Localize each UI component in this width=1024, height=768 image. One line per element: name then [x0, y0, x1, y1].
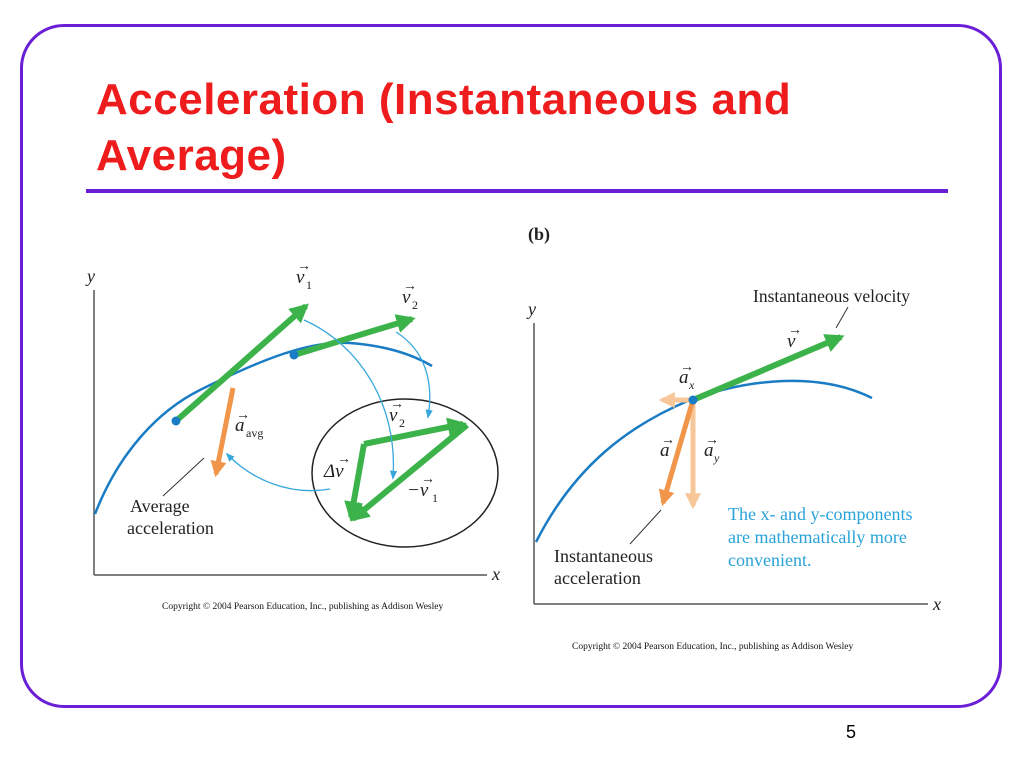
fig-a-point-1	[171, 416, 181, 426]
fig-a-vector-subtraction-ellipse	[311, 398, 499, 548]
fig-b-note-line1: The x- and y-components	[728, 504, 912, 524]
fig-b-ay-sub: y	[713, 451, 720, 465]
fig-a-average-label-line2: acceleration	[127, 518, 214, 538]
fig-a-point-2	[289, 350, 299, 360]
fig-a-v2-copy-arrow	[363, 417, 467, 447]
fig-b-v-symbol: v	[787, 331, 796, 352]
fig-a-a-avg-symbol: a	[235, 415, 245, 436]
fig-a-copyright: Copyright © 2004 Pearson Education, Inc.…	[162, 602, 444, 612]
svg-text:→: →	[297, 259, 311, 274]
slide-frame	[20, 24, 1002, 708]
fig-b-a-label: → a	[660, 433, 675, 461]
fig-a-trajectory	[93, 341, 433, 515]
fig-a-neg-v1-arrow	[350, 422, 469, 522]
svg-text:→: →	[421, 472, 435, 487]
fig-b-copyright: Copyright © 2004 Pearson Education, Inc.…	[572, 642, 854, 652]
fig-a-neg-v1-label: → −v 1	[407, 472, 438, 505]
fig-a-a-avg-arrow	[210, 387, 236, 478]
fig-a-x-label: x	[491, 564, 500, 584]
figure-a: y x → v 1 → v 2 → a avg →	[85, 259, 500, 584]
fig-b-v-label: → v	[787, 323, 802, 352]
fig-a-a-avg-label: → a avg	[235, 408, 263, 440]
fig-a-v1-sub: 1	[306, 278, 312, 292]
page-number: 5	[846, 722, 857, 742]
fig-a-v2-copy-label: → v 2	[389, 397, 405, 430]
fig-b-ax-sub: x	[688, 378, 695, 392]
fig-b-x-label: x	[932, 594, 941, 614]
fig-a-v2-copy-symbol: v	[389, 405, 398, 426]
fig-a-a-avg-sub: avg	[246, 426, 263, 440]
svg-text:→: →	[403, 279, 417, 294]
fig-a-average-label-line1: Average	[130, 496, 190, 516]
fig-a-delta-v-label: → Δv	[323, 452, 351, 482]
fig-a-v2-arrow	[293, 314, 416, 358]
fig-b-a-arrow	[658, 399, 696, 507]
fig-a-delta-v-text: Δv	[323, 461, 344, 482]
fig-b-instant-label-line2: acceleration	[554, 568, 641, 588]
fig-a-v2-symbol: v	[402, 287, 411, 308]
svg-text:→: →	[236, 408, 250, 423]
fig-a-neg-v1-text: −v	[407, 480, 429, 501]
fig-b-velocity-label: Instantaneous velocity	[753, 286, 910, 306]
figure-b: (b) y x Instantaneous velocity → v → a x…	[526, 224, 941, 614]
fig-b-velocity-arrow	[691, 334, 845, 403]
fig-a-v1-symbol: v	[296, 267, 305, 288]
fig-b-instant-label-line1: Instantaneous	[554, 546, 653, 566]
fig-b-ay-symbol: a	[704, 440, 714, 461]
slide-title: Acceleration (Instantaneous and Average)	[96, 75, 792, 180]
fig-b-note-line2: are mathematically more	[728, 527, 907, 547]
fig-b-ay-label: → a y	[704, 433, 720, 465]
svg-text:→: →	[680, 360, 694, 375]
fig-a-y-label: y	[85, 266, 95, 286]
fig-a-avg-leader-line	[162, 457, 205, 497]
fig-b-note-line3: convenient.	[728, 550, 811, 570]
fig-a-v2-sub: 2	[412, 298, 418, 312]
fig-a-v1-label: → v 1	[296, 259, 312, 292]
fig-a-v1-arrow	[174, 303, 309, 424]
fig-a-v2-label: → v 2	[402, 279, 418, 312]
title-divider	[86, 189, 948, 193]
fig-a-neg-v1-sub: 1	[432, 491, 438, 505]
svg-text:→: →	[788, 323, 802, 338]
fig-a-callout-avg	[225, 452, 331, 492]
fig-b-panel-label: (b)	[528, 224, 550, 245]
fig-a-callout-v2	[395, 331, 433, 419]
fig-b-y-label: y	[526, 299, 536, 319]
fig-b-instant-leader	[629, 509, 662, 545]
svg-text:→: →	[705, 433, 719, 448]
fig-b-a-symbol: a	[660, 440, 670, 461]
fig-b-ax-symbol: a	[679, 367, 689, 388]
fig-b-velocity-leader	[835, 306, 849, 329]
fig-b-ax-label: → a x	[679, 360, 695, 392]
fig-a-v2-copy-sub: 2	[399, 416, 405, 430]
svg-text:→: →	[390, 397, 404, 412]
svg-text:→: →	[661, 433, 675, 448]
fig-a-callout-v1	[303, 319, 398, 480]
svg-text:→: →	[337, 452, 351, 467]
fig-a-delta-v-arrow	[344, 443, 367, 521]
fig-b-point	[688, 395, 698, 405]
